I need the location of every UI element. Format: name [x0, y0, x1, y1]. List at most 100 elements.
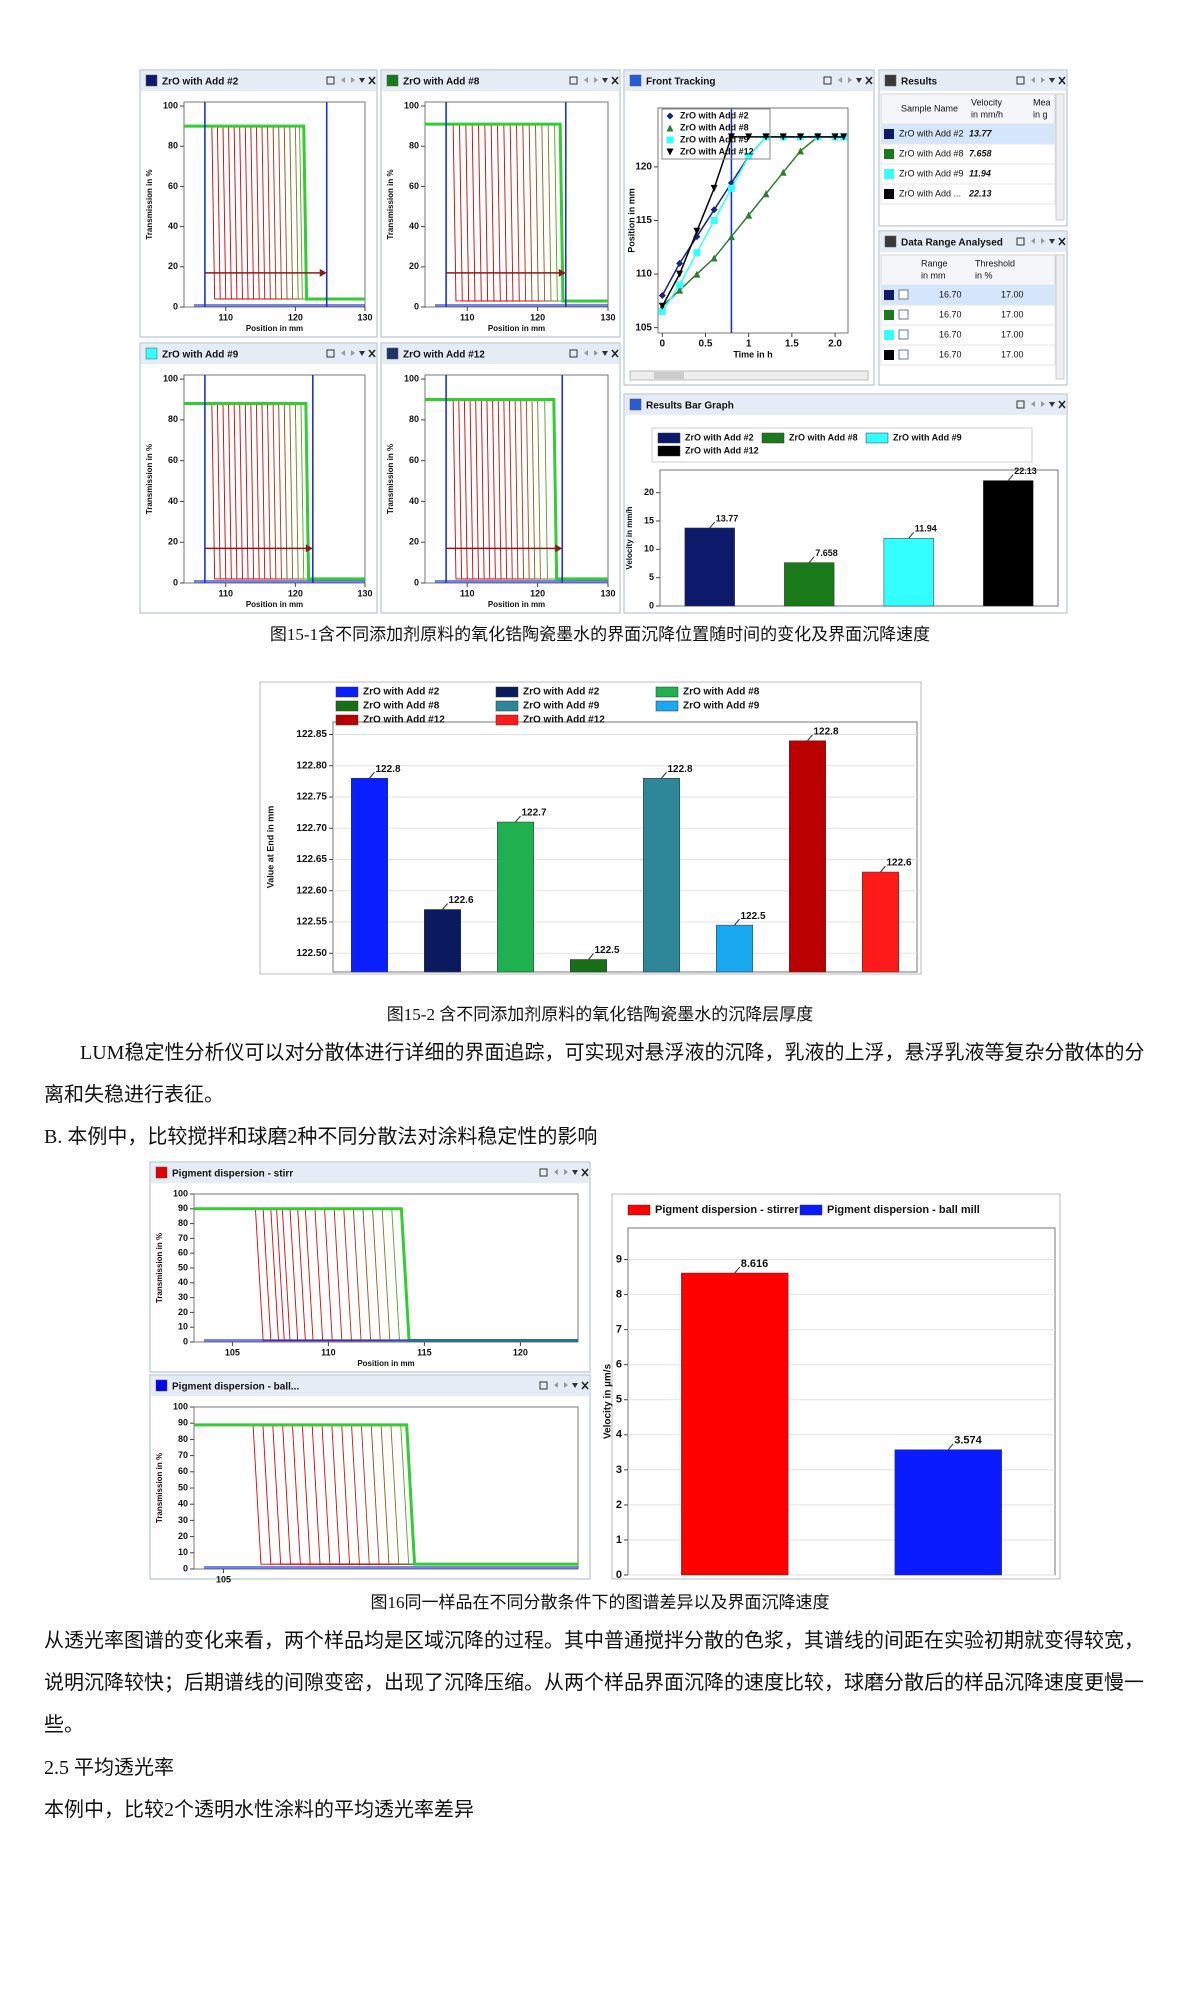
y-tick-label: 0	[649, 600, 654, 610]
legend-label: ZrO with Add #2	[363, 687, 440, 698]
arrow-head	[319, 268, 327, 277]
panel-header	[141, 71, 376, 91]
icon	[368, 76, 376, 85]
x-axis-label: Position in mm	[488, 324, 545, 333]
x-tick-label: 110	[460, 312, 475, 322]
cell: 17.00	[1001, 309, 1024, 319]
data-point	[831, 133, 839, 141]
value-label: 8.616	[741, 1258, 769, 1270]
legend-frame	[651, 427, 1033, 463]
arrow-head	[305, 544, 313, 553]
y-tick-label: 40	[178, 1277, 188, 1287]
y-tick-label: 122.80	[296, 760, 327, 771]
y-tick-label: 50	[178, 1482, 188, 1492]
y-tick-label: 70	[178, 1233, 188, 1243]
y-tick-label: 100	[404, 373, 419, 383]
y-tick-label: 40	[409, 496, 419, 506]
paragraph: LUM稳定性分析仪可以对分散体进行详细的界面追踪，可实现对悬浮液的沉降，乳液的上…	[44, 1042, 1145, 1106]
header-swatch	[145, 74, 158, 87]
x-tick-label: 105	[225, 1347, 240, 1357]
paragraph: B. 本例中，比较搅拌和球磨2种不同分散法对涂料稳定性的影响	[44, 1126, 598, 1148]
column-header: in mm	[921, 270, 946, 280]
legend-marker	[666, 124, 674, 132]
panel-header	[625, 395, 1066, 415]
panel-header	[141, 344, 376, 364]
legend-marker	[666, 148, 674, 156]
label-leader	[908, 532, 915, 539]
x-tick-label: 120	[513, 1347, 528, 1357]
cell: 16.70	[939, 309, 962, 319]
x-axis-label: Position in mm	[357, 1359, 414, 1368]
baseline-bar	[194, 580, 365, 583]
icon	[581, 1381, 589, 1390]
legend-swatch	[335, 714, 359, 726]
x-tick-label: 0.5	[699, 339, 713, 350]
value-label: 122.5	[741, 911, 766, 922]
panel-title: ZrO with Add #9	[162, 350, 239, 361]
icon	[1049, 239, 1055, 244]
icon	[351, 350, 355, 356]
arrow-head	[555, 544, 563, 553]
header-swatch	[629, 398, 642, 411]
icon	[554, 1169, 558, 1175]
icon	[1031, 401, 1035, 407]
icon	[572, 1170, 578, 1175]
panel-title: Pigment dispersion - ball...	[172, 1382, 299, 1393]
row-swatch	[884, 350, 894, 360]
bar	[784, 562, 835, 607]
icon	[602, 351, 608, 356]
panel-title: ZrO with Add #12	[403, 350, 485, 361]
label-leader	[807, 734, 813, 742]
data-point	[762, 190, 770, 198]
icon	[569, 349, 578, 358]
y-tick-label: 122.75	[296, 792, 327, 803]
icon	[594, 77, 598, 83]
data-point	[676, 286, 684, 294]
icon	[564, 1382, 568, 1388]
checkbox	[898, 329, 909, 340]
y-tick-label: 0	[173, 577, 178, 587]
data-point	[762, 133, 770, 141]
y-tick-label: 60	[409, 181, 419, 191]
cell: 13.77	[969, 128, 993, 138]
data-point	[710, 254, 718, 262]
baseline-bar	[435, 580, 608, 583]
icon	[1058, 76, 1066, 85]
label-leader	[808, 556, 815, 563]
data-point	[779, 168, 787, 176]
x-tick-label: 130	[357, 312, 372, 322]
bar	[716, 924, 753, 973]
y-tick-label: 0	[414, 577, 419, 587]
label-leader	[515, 815, 521, 823]
y-axis-label: Transmission in %	[145, 169, 154, 239]
y-tick-label: 100	[404, 100, 419, 110]
panel-title: Results Bar Graph	[646, 401, 734, 412]
header-swatch	[155, 1379, 168, 1392]
y-tick-label: 20	[409, 261, 419, 271]
y-tick-label: 40	[168, 221, 178, 231]
legend-swatch	[655, 700, 679, 712]
icon	[564, 1169, 568, 1175]
y-tick-label: 110	[636, 269, 653, 280]
label-leader	[734, 918, 740, 926]
data-point	[658, 302, 666, 310]
row-swatch	[884, 310, 894, 320]
x-axis-label: Position in mm	[246, 324, 303, 333]
y-tick-label: 80	[178, 1218, 188, 1228]
plot-area	[193, 1406, 579, 1570]
icon	[1016, 237, 1025, 246]
y-tick-label: 60	[178, 1466, 188, 1476]
y-tick-label: 2	[616, 1499, 622, 1511]
header-swatch	[629, 74, 642, 87]
icon	[581, 1168, 589, 1177]
column-header: Threshold	[975, 258, 1015, 268]
column-header: Range	[921, 258, 948, 268]
y-tick-label: 50	[178, 1262, 188, 1272]
data-point	[710, 184, 718, 192]
column-header: Mea	[1033, 97, 1051, 107]
bar	[894, 1449, 1002, 1576]
y-tick-label: 80	[168, 141, 178, 151]
legend-swatch	[657, 445, 681, 457]
y-tick-label: 100	[173, 1401, 188, 1411]
data-point	[710, 217, 718, 224]
